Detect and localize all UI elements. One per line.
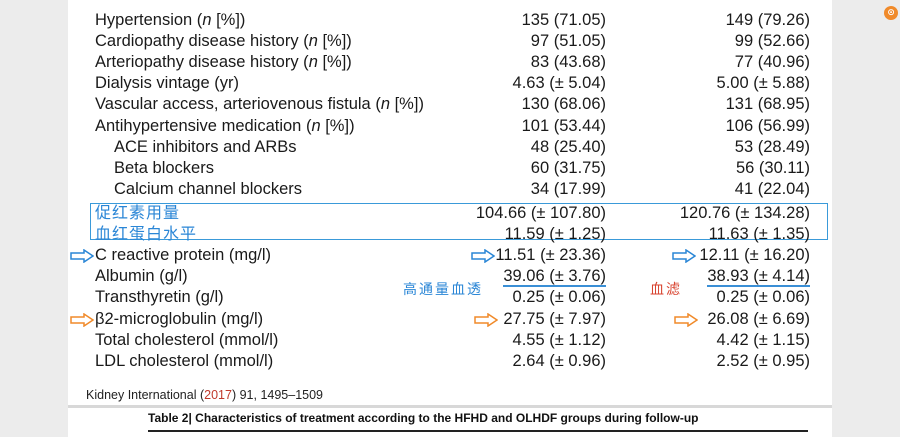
olhdf-value: 26.08 (± 6.69)	[707, 310, 810, 328]
hfhd-value: 34 (17.99)	[530, 180, 606, 198]
row-label: Calcium channel blockers	[114, 180, 303, 198]
table-row: Total cholesterol (mmol/l) 4.55 (± 1.12)…	[68, 330, 832, 351]
hdf-annotation: 血滤	[650, 282, 682, 298]
table-row: LDL cholesterol (mmol/l) 2.64 (± 0.96) 2…	[68, 351, 832, 372]
row-label: Beta blockers	[114, 159, 214, 177]
hfhd-value: 4.63 (± 5.04)	[512, 74, 606, 92]
table-row: ACE inhibitors and ARBs 48 (25.40) 53 (2…	[68, 137, 832, 158]
olhdf-value: 4.42 (± 1.15)	[716, 331, 810, 349]
arrow-right-icon	[474, 313, 498, 327]
row-label: LDL cholesterol (mmol/l)	[95, 352, 274, 370]
olhdf-value: 99 (52.66)	[734, 32, 810, 50]
hfhd-value: 27.75 (± 7.97)	[503, 310, 606, 328]
row-label: Cardiopathy disease history (n [%])	[95, 32, 352, 50]
olhdf-value: 38.93 (± 4.14)	[707, 266, 810, 287]
hfhd-value: 97 (51.05)	[530, 32, 606, 50]
arrow-right-icon	[70, 313, 94, 327]
hfhd-value: 48 (25.40)	[530, 138, 606, 156]
highlight-box	[90, 203, 828, 240]
table2-caption: Table 2| Characteristics of treatment ac…	[148, 411, 699, 425]
page-divider	[68, 405, 832, 408]
citation-year-link[interactable]: 2017	[204, 388, 232, 402]
table-row: Beta blockers 60 (31.75) 56 (30.11)	[68, 158, 832, 179]
table-row: Cardiopathy disease history (n [%]) 97 (…	[68, 31, 832, 52]
hemoglobin-annotation: 血红蛋白水平	[95, 224, 198, 243]
table-row: Vascular access, arteriovenous fistula (…	[68, 94, 832, 115]
table-row: Calcium channel blockers 34 (17.99) 41 (…	[68, 179, 832, 200]
row-label: ACE inhibitors and ARBs	[114, 138, 297, 156]
hfhd-underlined-value: 39.06 (± 3.76)	[503, 267, 606, 287]
table-row: Antihypertensive medication (n [%]) 101 …	[68, 116, 832, 137]
table-row: Albumin (g/l) 39.06 (± 3.76) 38.93 (± 4.…	[68, 266, 832, 287]
epo-annotation: 促红素用量	[95, 203, 181, 222]
row-label: β2-microglobulin (mg/l)	[95, 310, 264, 328]
hfhd-value: 130 (68.06)	[521, 95, 606, 113]
row-label: Antihypertensive medication (n [%])	[95, 117, 355, 135]
hfhd-value: 104.66 (± 107.80)	[475, 204, 606, 222]
olhdf-value: 41 (22.04)	[734, 180, 810, 198]
olhdf-value: 56 (30.11)	[736, 159, 810, 177]
row-label: Hypertension (n [%])	[95, 11, 246, 29]
olhdf-value: 12.11 (± 16.20)	[699, 246, 810, 264]
olhdf-value: 131 (68.95)	[725, 95, 810, 113]
hfhd-value: 2.64 (± 0.96)	[512, 352, 606, 370]
table-rule	[148, 430, 808, 432]
hfhd-value: 11.51 (± 23.36)	[495, 246, 606, 264]
table-row: Hypertension (n [%]) 135 (71.05) 149 (79…	[68, 10, 832, 31]
olhdf-value: 53 (28.49)	[734, 138, 810, 156]
olhdf-value: 11.63 (± 1.35)	[708, 225, 810, 243]
table-row: β2-microglobulin (mg/l) 27.75 (± 7.97) 2…	[68, 309, 832, 330]
olhdf-value: 77 (40.96)	[734, 53, 810, 71]
arrow-right-icon	[672, 249, 696, 263]
table-row: C reactive protein (mg/l) 11.51 (± 23.36…	[68, 245, 832, 266]
row-label: Dialysis vintage (yr)	[95, 74, 239, 92]
hfhd-value: 39.06 (± 3.76)	[503, 266, 606, 287]
row-label: Transthyretin (g/l)	[95, 288, 224, 306]
hfhd-value: 11.59 (± 1.25)	[504, 225, 606, 243]
row-label: Albumin (g/l)	[95, 267, 188, 285]
table-row: 11.59 (± 1.25) 11.63 (± 1.35)	[68, 224, 832, 245]
app-badge-icon[interactable]: ⊙	[884, 6, 898, 20]
arrow-right-icon	[70, 249, 94, 263]
olhdf-value: 2.52 (± 0.95)	[716, 352, 810, 370]
olhdf-value: 106 (56.99)	[725, 117, 810, 135]
olhdf-value: 120.76 (± 134.28)	[679, 204, 810, 222]
olhdf-value: 149 (79.26)	[725, 11, 810, 29]
hfhd-value: 135 (71.05)	[521, 11, 606, 29]
hfhd-value: 60 (31.75)	[530, 159, 606, 177]
row-label: C reactive protein (mg/l)	[95, 246, 272, 264]
table-row: Transthyretin (g/l) 0.25 (± 0.06) 0.25 (…	[68, 287, 832, 308]
arrow-right-icon	[471, 249, 495, 263]
hfhd-value: 4.55 (± 1.12)	[512, 331, 606, 349]
table-row: 104.66 (± 107.80) 120.76 (± 134.28)	[68, 203, 832, 224]
arrow-right-icon	[674, 313, 698, 327]
row-label: Vascular access, arteriovenous fistula (…	[95, 95, 424, 113]
row-label: Total cholesterol (mmol/l)	[95, 331, 279, 349]
hfhd-annotation: 高通量血透	[403, 282, 483, 298]
hfhd-value: 83 (43.68)	[530, 53, 606, 71]
hfhd-value: 101 (53.44)	[521, 117, 606, 135]
table-row: Dialysis vintage (yr) 4.63 (± 5.04) 5.00…	[68, 73, 832, 94]
olhdf-value: 0.25 (± 0.06)	[716, 288, 810, 306]
hfhd-value: 0.25 (± 0.06)	[512, 288, 606, 306]
row-label: Arteriopathy disease history (n [%])	[95, 53, 352, 71]
journal-citation: Kidney International (2017) 91, 1495–150…	[86, 388, 324, 402]
document-page: Hypertension (n [%]) 135 (71.05) 149 (79…	[68, 0, 832, 437]
olhdf-value: 5.00 (± 5.88)	[716, 74, 810, 92]
olhdf-underlined-value: 38.93 (± 4.14)	[707, 267, 810, 287]
table-row: Arteriopathy disease history (n [%]) 83 …	[68, 52, 832, 73]
